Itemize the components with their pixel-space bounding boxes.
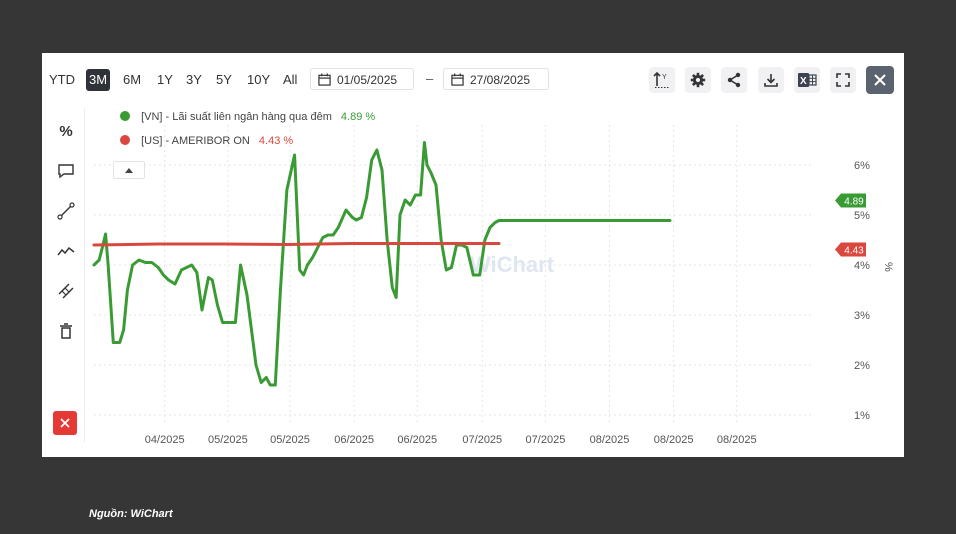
download-button[interactable] — [758, 67, 784, 93]
measure-tool[interactable] — [56, 281, 76, 301]
delete-icon — [60, 418, 70, 428]
series-line-vn — [92, 141, 672, 387]
x-tick-label: 08/2025 — [654, 434, 694, 446]
range-5y-button[interactable]: 5Y — [216, 72, 232, 87]
caret-up-icon — [125, 167, 133, 173]
badge-value: 4.89 — [844, 197, 864, 208]
chart-panel: 04/2025 05/2025 05/2025 06/2025 06/2025 07/20… — [42, 53, 904, 457]
drawing-tools-sidebar: % — [50, 108, 85, 442]
range-3y-button[interactable]: 3Y — [186, 72, 202, 87]
watermark-logo: WiChart — [470, 252, 555, 277]
y-tick-label: 4% — [854, 260, 870, 272]
range-1y-button[interactable]: 1Y — [157, 72, 173, 87]
legend-label-us: [US] - AMERIBOR ON — [141, 135, 250, 147]
chart-legend: [VN] - Lãi suất liên ngân hàng qua đêm 4… — [120, 109, 375, 157]
y-tick-label: 3% — [854, 310, 870, 322]
settings-button[interactable] — [685, 67, 711, 93]
legend-dot-us — [120, 135, 130, 145]
line-chart-tool[interactable] — [56, 241, 76, 261]
chart-svg: 04/2025 05/2025 05/2025 06/2025 06/2025 07/20… — [92, 125, 894, 446]
x-tick-label: 05/2025 — [270, 434, 310, 446]
badge-shape — [835, 242, 866, 257]
calendar-icon — [451, 73, 464, 86]
x-tick-label: 04/2025 — [145, 434, 185, 446]
excel-export-icon: X — [798, 73, 817, 87]
series-line-us — [92, 242, 501, 247]
legend-item-us[interactable]: [US] - AMERIBOR ON 4.43 % — [120, 133, 375, 157]
badge-value: 4.43 — [844, 246, 864, 257]
x-tick-label: 08/2025 — [717, 434, 757, 446]
excel-export-button[interactable]: X — [794, 67, 820, 93]
date-to-field[interactable]: 27/08/2025 — [443, 68, 549, 90]
x-tick-label: 05/2025 — [208, 434, 248, 446]
share-icon — [727, 72, 741, 88]
percent-tool[interactable]: % — [56, 121, 76, 141]
y-tick-label: 5% — [854, 210, 870, 222]
legend-dot-vn — [120, 111, 130, 121]
x-tick-label: 07/2025 — [526, 434, 566, 446]
comment-icon — [58, 164, 74, 179]
x-tick-label: 06/2025 — [334, 434, 374, 446]
trendline-icon — [57, 202, 75, 220]
x-tick-label: 06/2025 — [397, 434, 437, 446]
badge-shape — [835, 193, 866, 208]
fullscreen-icon — [836, 73, 850, 87]
range-ytd-button[interactable]: YTD — [49, 72, 75, 87]
source-caption: Nguồn: WiChart — [89, 508, 173, 520]
date-from-value: 01/05/2025 — [337, 73, 398, 87]
date-to-value: 27/08/2025 — [470, 73, 531, 87]
legend-collapse-button[interactable] — [113, 161, 145, 179]
last-value-badge-vn: 4.89 — [835, 193, 866, 208]
date-from-field[interactable]: 01/05/2025 — [310, 68, 414, 90]
fullscreen-button[interactable] — [830, 67, 856, 93]
trendline-tool[interactable] — [56, 201, 76, 221]
download-icon — [764, 74, 778, 87]
calendar-icon — [318, 73, 331, 86]
range-6m-button[interactable]: 6M — [123, 72, 142, 87]
x-tick-label: 07/2025 — [462, 434, 502, 446]
axis-scale-icon: Y — [653, 71, 670, 88]
delete-all-button[interactable] — [53, 411, 77, 435]
axis-scale-button[interactable]: Y — [649, 67, 675, 93]
date-separator: – — [426, 71, 434, 86]
percent-icon: % — [59, 122, 73, 140]
comment-tool[interactable] — [56, 161, 76, 181]
share-button[interactable] — [721, 67, 747, 93]
line-chart-icon — [57, 246, 75, 256]
trash-tool[interactable] — [56, 321, 76, 341]
legend-label-vn: [VN] - Lãi suất liên ngân hàng qua đêm — [141, 111, 332, 123]
range-all-button[interactable]: All — [283, 72, 298, 87]
y-tick-label: 2% — [854, 360, 870, 372]
close-button[interactable] — [866, 66, 894, 94]
y-tick-label: 6% — [854, 160, 870, 172]
settings-gear-icon — [690, 72, 706, 88]
trash-icon — [60, 323, 72, 339]
y-axis-unit-label: % — [882, 262, 894, 272]
range-10y-button[interactable]: 10Y — [247, 72, 271, 87]
svg-text:Y: Y — [662, 74, 667, 81]
measure-icon — [58, 283, 74, 299]
svg-text:X: X — [800, 76, 807, 87]
close-icon — [874, 74, 886, 86]
range-3m-button[interactable]: 3M — [86, 69, 111, 91]
x-tick-label: 08/2025 — [590, 434, 630, 446]
legend-value-us: 4.43 % — [258, 135, 294, 147]
legend-value-vn: 4.89 % — [340, 111, 376, 123]
last-value-badge-us: 4.43 — [835, 242, 866, 257]
toolbar: YTD 3M 6M 1Y 3Y 5Y 10Y All 01/05/2025 – — [42, 66, 904, 94]
legend-item-vn[interactable]: [VN] - Lãi suất liên ngân hàng qua đêm 4… — [120, 109, 375, 133]
y-tick-label: 1% — [854, 410, 870, 422]
